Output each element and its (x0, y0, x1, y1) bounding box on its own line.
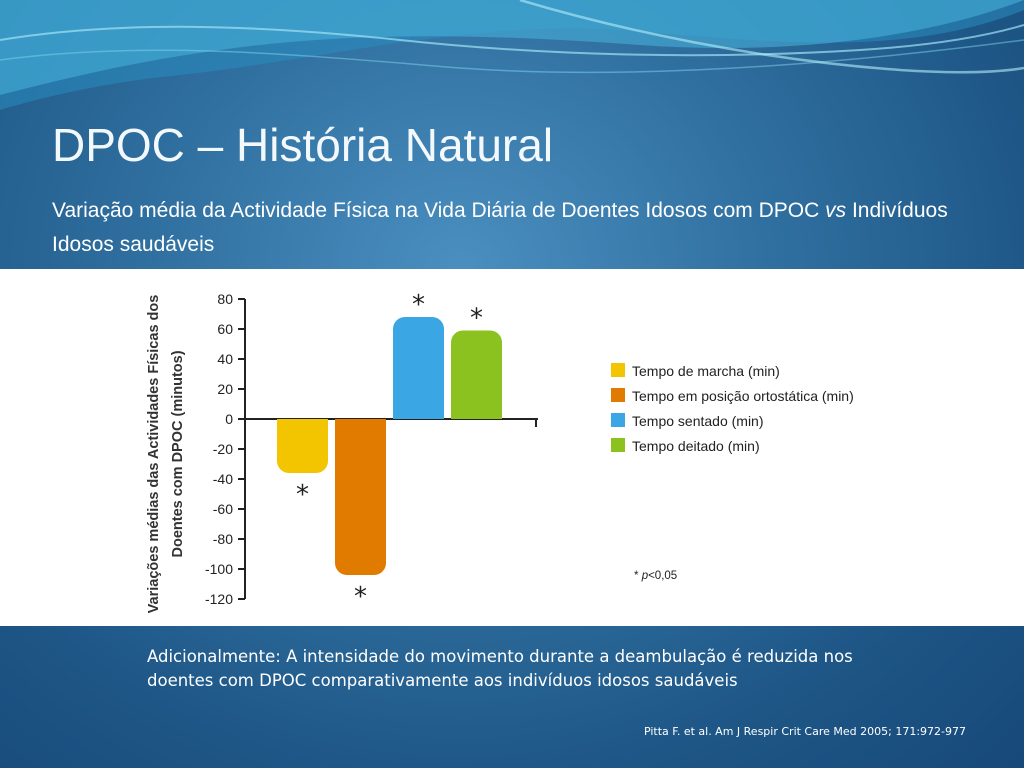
legend-swatch (611, 413, 625, 427)
significance-star: * (470, 304, 483, 334)
legend-swatch (611, 363, 625, 377)
y-tick-label: -40 (213, 471, 233, 487)
decorative-waves (0, 0, 1024, 110)
bar (277, 419, 328, 473)
legend-swatch (611, 388, 625, 402)
slide-title: DPOC – História Natural (52, 119, 554, 171)
bar (335, 419, 386, 575)
y-tick-label: 40 (217, 351, 233, 367)
bar (393, 317, 444, 419)
legend-label: Tempo de marcha (min) (632, 363, 780, 379)
bar-base (451, 407, 502, 419)
y-tick-label: -20 (213, 441, 233, 457)
subtitle-text-1: Variação média da Actividade Física na V… (52, 199, 826, 222)
bar-chart: Variações médias das Actividades Físicas… (146, 290, 854, 614)
p-note-star: * (634, 570, 639, 582)
legend-label: Tempo sentado (min) (632, 413, 764, 429)
y-tick-label: -100 (205, 561, 233, 577)
p-value-note: * p<0,05 (634, 570, 677, 582)
y-tick-label: 80 (217, 291, 233, 307)
subtitle-text-2: Indivíduos Idosos saudáveis (52, 199, 948, 256)
p-note-p: p (641, 570, 649, 582)
slide-subtitle: Variação média da Actividade Física na V… (52, 194, 952, 262)
bar-base (393, 407, 444, 419)
y-tick-label: -60 (213, 501, 233, 517)
additional-note: Adicionalmente: A intensidade do movimen… (147, 647, 853, 690)
legend-swatch (611, 438, 625, 452)
y-tick-label: 0 (225, 411, 233, 427)
significance-star: * (296, 480, 309, 510)
y-axis-title-line1: Variações médias das Actividades Físicas… (146, 295, 162, 614)
significance-star: * (412, 290, 425, 320)
y-tick-label: 60 (217, 321, 233, 337)
bar-base (277, 419, 328, 431)
legend-label: Tempo deitado (min) (632, 438, 760, 454)
p-note-value: <0,05 (648, 570, 677, 582)
reference-citation: Pitta F. et al. Am J Respir Crit Care Me… (643, 725, 966, 738)
y-tick-label: -80 (213, 531, 233, 547)
chart-panel: Variações médias das Actividades Físicas… (0, 269, 1024, 626)
legend-label: Tempo em posição ortostática (min) (632, 388, 854, 404)
y-tick-label: -120 (205, 591, 233, 607)
y-axis-title-line2: Doentes com DPOC (minutos) (170, 350, 186, 557)
significance-star: * (354, 582, 367, 612)
bar (451, 330, 502, 419)
subtitle-italic: vs (825, 199, 847, 222)
y-tick-label: 20 (217, 381, 233, 397)
bar-base (335, 419, 386, 431)
